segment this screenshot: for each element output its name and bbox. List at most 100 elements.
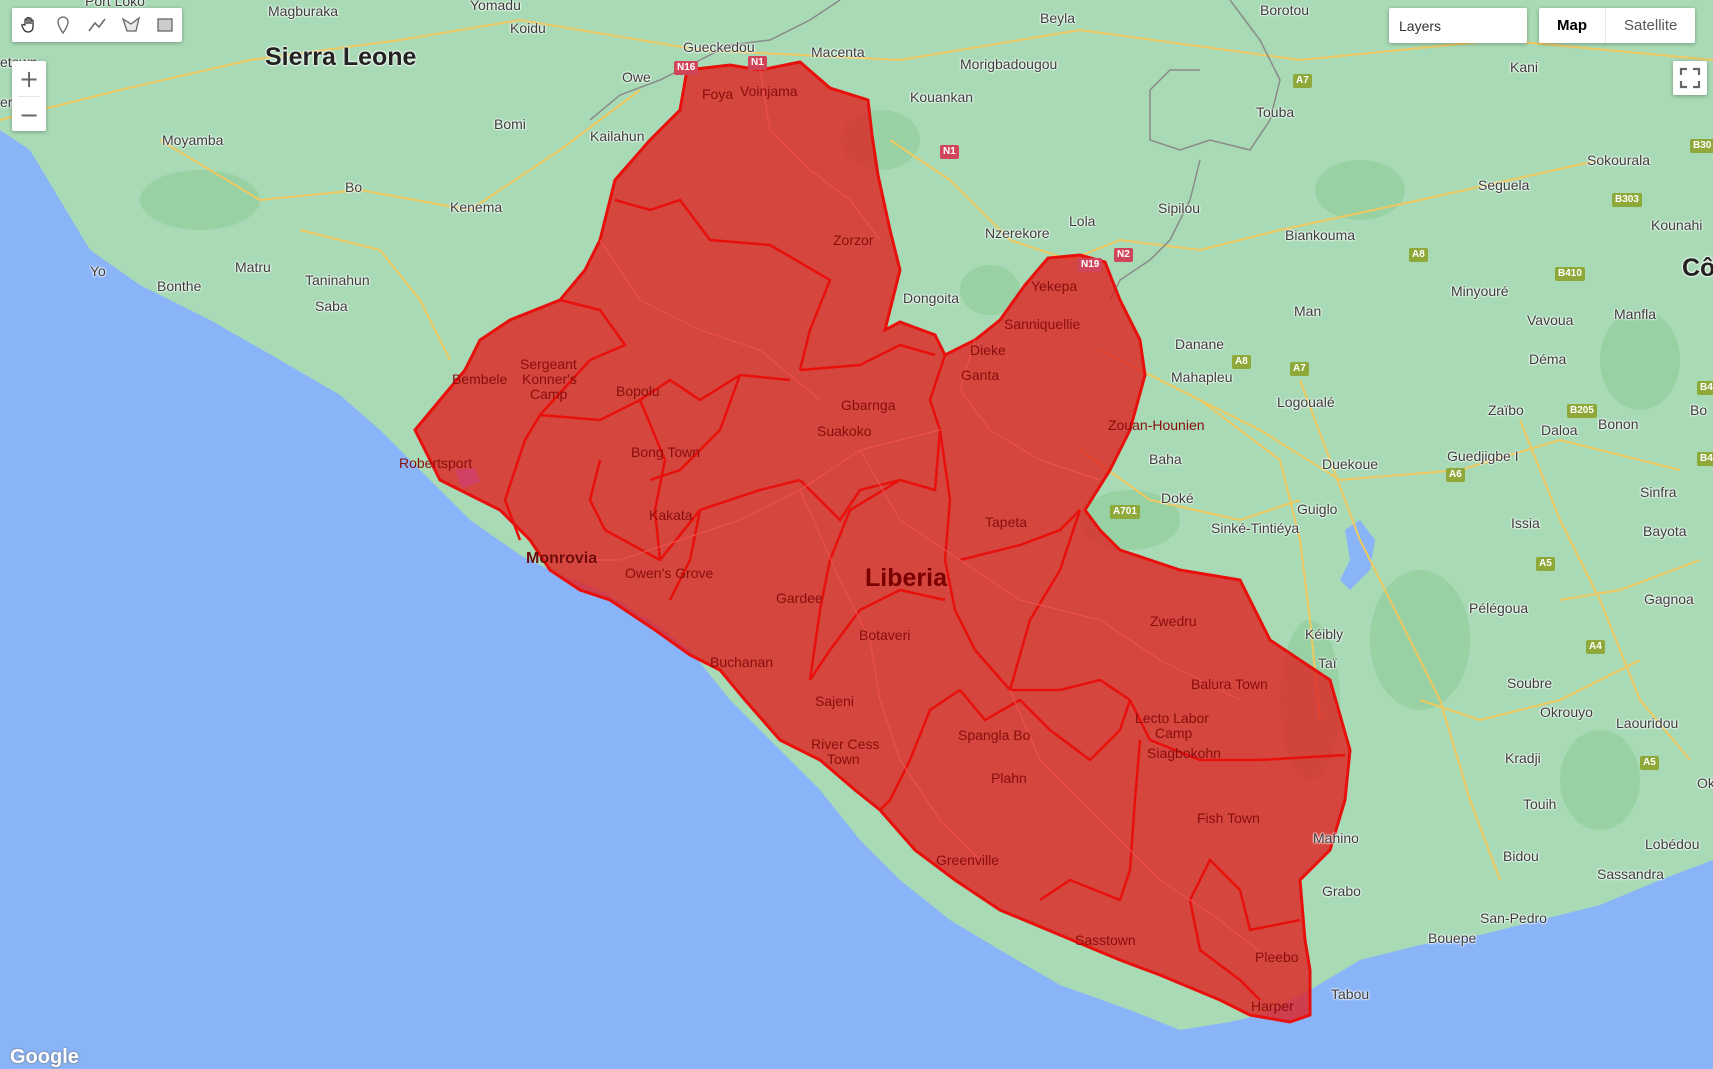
place-label: Sassandra (1597, 866, 1664, 882)
place-label: Koidu (510, 20, 546, 36)
place-label: Tabou (1331, 986, 1370, 1002)
place-label: Bopolu (616, 383, 660, 399)
place-label: Harper (1251, 998, 1294, 1014)
place-label: Bong Town (631, 444, 701, 460)
place-label: Okrouyo (1540, 704, 1593, 720)
place-label: Bomi (494, 116, 526, 132)
place-label: Bouepe (1428, 930, 1477, 946)
place-label: Sokourala (1587, 152, 1651, 168)
place-label: Moyamba (162, 132, 224, 148)
place-label: Camp (1155, 725, 1193, 741)
place-label: Balura Town (1191, 676, 1268, 692)
place-label: Bembele (452, 371, 508, 387)
drawing-toolbar (12, 8, 182, 42)
polygon-tool-button[interactable] (114, 8, 148, 42)
place-label: Yo (90, 263, 106, 279)
place-label: Owen's Grove (625, 565, 714, 581)
place-label: Beyla (1040, 10, 1076, 26)
place-label: Foya (702, 86, 734, 102)
road-shield: A8 (1232, 355, 1251, 369)
road-shield: B410 (1555, 267, 1585, 281)
place-label: Gardee (776, 590, 823, 606)
place-label: Greenville (936, 852, 1000, 868)
place-label: Déma (1529, 351, 1567, 367)
place-label: Kani (1510, 59, 1539, 75)
road-shield: A5 (1640, 756, 1659, 770)
place-label: Logoualé (1277, 394, 1335, 410)
place-label: Suakoko (817, 423, 872, 439)
place-label: Camp (530, 386, 568, 402)
place-label: Sanniquellie (1004, 316, 1081, 332)
place-label: Bonthe (157, 278, 202, 294)
zoom-control: + − (12, 61, 46, 131)
place-label: Morigbadougou (960, 56, 1058, 72)
place-label: Voinjama (740, 83, 798, 99)
place-label: Baha (1149, 451, 1182, 467)
place-label: Soubre (1507, 675, 1553, 691)
place-label: Guiglo (1297, 501, 1338, 517)
point-tool-button[interactable] (46, 8, 80, 42)
place-label: Manfla (1614, 306, 1657, 322)
country-label-liberia: Liberia (865, 564, 947, 592)
place-label: Sinfra (1640, 484, 1677, 500)
road-shield: N19 (1078, 258, 1103, 272)
place-label: Lobédou (1645, 836, 1700, 852)
place-label: Doké (1161, 490, 1194, 506)
county-borders (503, 198, 1346, 1001)
place-label: Sipilou (1158, 200, 1201, 216)
place-label: Ganta (961, 367, 1000, 383)
polygon-icon (121, 16, 141, 32)
map-type-satellite-button[interactable]: Satellite (1605, 8, 1695, 43)
place-label: Botaveri (859, 627, 911, 643)
rectangle-tool-button[interactable] (148, 8, 182, 42)
hand-icon (21, 16, 34, 33)
layers-button[interactable]: Layers (1389, 8, 1527, 43)
place-label: Dongoita (903, 290, 960, 306)
place-label: Bidou (1503, 848, 1539, 864)
line-tool-button[interactable] (80, 8, 114, 42)
place-label: Kounahi (1651, 217, 1703, 233)
road-network (0, 18, 1713, 881)
fullscreen-button[interactable] (1673, 61, 1707, 95)
place-label: Robertsport (399, 455, 473, 471)
zoom-in-button[interactable]: + (18, 64, 40, 93)
pan-tool-button[interactable] (12, 8, 46, 42)
place-label: Zwedru (1150, 613, 1197, 629)
place-label: Bo (1690, 402, 1708, 418)
liberia-overlay (413, 60, 1352, 1024)
national-borders (589, 0, 1281, 301)
place-label: Kradji (1505, 750, 1541, 766)
place-label: Man (1294, 303, 1322, 319)
place-label: Biankouma (1285, 227, 1356, 243)
place-label: Kouankan (910, 89, 974, 105)
road-shield: A5 (1536, 557, 1555, 571)
place-label: Kéibly (1305, 626, 1344, 642)
place-label: Laouridou (1616, 715, 1679, 731)
place-label: Sergeant (520, 356, 577, 372)
place-label: Taï (1318, 655, 1337, 671)
place-label: Touih (1523, 796, 1557, 812)
place-label: Minyouré (1451, 283, 1509, 299)
road-shield: B205 (1567, 404, 1597, 418)
place-label: Saba (315, 298, 348, 314)
road-shield: N1 (940, 145, 959, 159)
place-label: Plahn (991, 770, 1027, 786)
road-shield: A701 (1110, 505, 1140, 519)
zoom-out-button[interactable]: − (18, 100, 40, 129)
place-label: Issia (1511, 515, 1540, 531)
place-label: Gbarnga (841, 397, 896, 413)
place-label: Port Loko (85, 0, 145, 9)
road-shield: N2 (1114, 248, 1133, 262)
place-label: Sinké-Tintiéya (1211, 520, 1300, 536)
road-shield: B30 (1690, 139, 1713, 153)
map-type-control: Map Satellite (1539, 8, 1696, 43)
place-label: Magburaka (268, 3, 339, 19)
map-type-map-button[interactable]: Map (1557, 17, 1587, 34)
road-shield: N16 (674, 61, 699, 75)
road-shield: A7 (1290, 362, 1309, 376)
place-label: Danane (1175, 336, 1225, 352)
road-shield: A6 (1446, 468, 1465, 482)
place-label: Yekepa (1031, 278, 1078, 294)
road-shield: B303 (1612, 193, 1642, 207)
